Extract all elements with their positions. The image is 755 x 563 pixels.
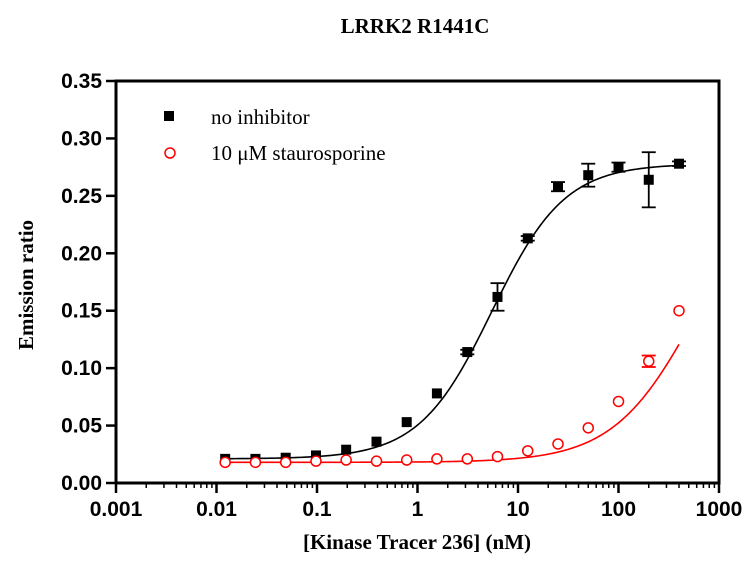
data-point-10-m-staurosporine	[400, 454, 413, 466]
x-minor-ticks	[145, 483, 716, 488]
data-point-10-m-staurosporine	[491, 450, 504, 463]
data-point-10-m-staurosporine	[249, 456, 262, 469]
data-point-10-m-staurosporine	[310, 455, 322, 467]
data-point-no-inhibitor	[341, 444, 352, 455]
fit-curve-10-m-staurosporine	[225, 343, 680, 464]
y-major-ticks: 0.00 0.05 0.10 0.15 0.20 0.25 0.30 0.35	[61, 70, 116, 495]
x-major-ticks: 0.001 0.01 0.1 1 10 100 1000	[90, 483, 743, 521]
data-point-10-m-staurosporine	[279, 456, 292, 469]
legend-label-staurosporine: 10 μM staurosporine	[211, 141, 386, 165]
y-tick-label: 0.25	[61, 185, 102, 208]
x-axis-label: [Kinase Tracer 236] (nM)	[303, 530, 531, 554]
data-point-no-inhibitor	[492, 291, 503, 302]
data-point-no-inhibitor	[431, 388, 442, 399]
legend-label-no-inhibitor: no inhibitor	[211, 105, 310, 129]
fit-curves	[225, 164, 680, 464]
data-point-10-m-staurosporine	[461, 453, 474, 465]
data-point-no-inhibitor	[522, 233, 533, 244]
data-point-no-inhibitor	[643, 174, 654, 185]
data-point-10-m-staurosporine	[552, 438, 564, 450]
y-tick-label: 0.05	[61, 415, 102, 438]
data-point-10-m-staurosporine	[370, 455, 383, 467]
plot-area	[114, 79, 721, 485]
y-tick-label: 0.15	[61, 300, 102, 323]
data-point-no-inhibitor	[674, 158, 685, 169]
x-tick-label: 1	[412, 498, 424, 521]
data-point-10-m-staurosporine	[340, 454, 352, 466]
data-point-10-m-staurosporine	[219, 456, 231, 469]
legend-marker-no-inhibitor	[164, 111, 174, 121]
data-point-no-inhibitor	[462, 347, 473, 358]
x-tick-label: 0.01	[196, 498, 237, 521]
x-tick-label: 0.1	[302, 498, 332, 521]
x-tick-label: 10	[506, 498, 529, 521]
data-point-no-inhibitor	[613, 162, 624, 173]
data-point-no-inhibitor	[401, 417, 412, 428]
y-axis-label: Emission ratio	[14, 220, 38, 350]
y-tick-label: 0.10	[61, 357, 102, 380]
data-point-10-m-staurosporine	[431, 453, 443, 465]
x-tick-label: 0.001	[90, 498, 143, 521]
x-tick-label: 1000	[696, 498, 743, 521]
data-point-10-m-staurosporine	[612, 395, 625, 408]
y-tick-label: 0.00	[61, 472, 102, 495]
data-points	[219, 158, 685, 469]
data-point-10-m-staurosporine	[643, 355, 655, 368]
y-tick-label: 0.30	[61, 127, 102, 150]
data-point-10-m-staurosporine	[582, 422, 594, 434]
y-tick-label: 0.35	[61, 70, 102, 93]
fit-curve-no-inhibitor	[225, 164, 680, 460]
x-tick-label: 100	[601, 498, 636, 521]
legend: no inhibitor 10 μM staurosporine	[164, 105, 386, 165]
data-point-no-inhibitor	[583, 170, 594, 181]
data-point-no-inhibitor	[371, 436, 382, 447]
y-tick-label: 0.20	[61, 242, 102, 265]
data-point-10-m-staurosporine	[673, 304, 685, 317]
data-point-no-inhibitor	[552, 181, 563, 192]
legend-marker-staurosporine	[164, 147, 176, 159]
data-point-10-m-staurosporine	[521, 445, 534, 457]
chart-title: LRRK2 R1441C	[341, 14, 490, 38]
